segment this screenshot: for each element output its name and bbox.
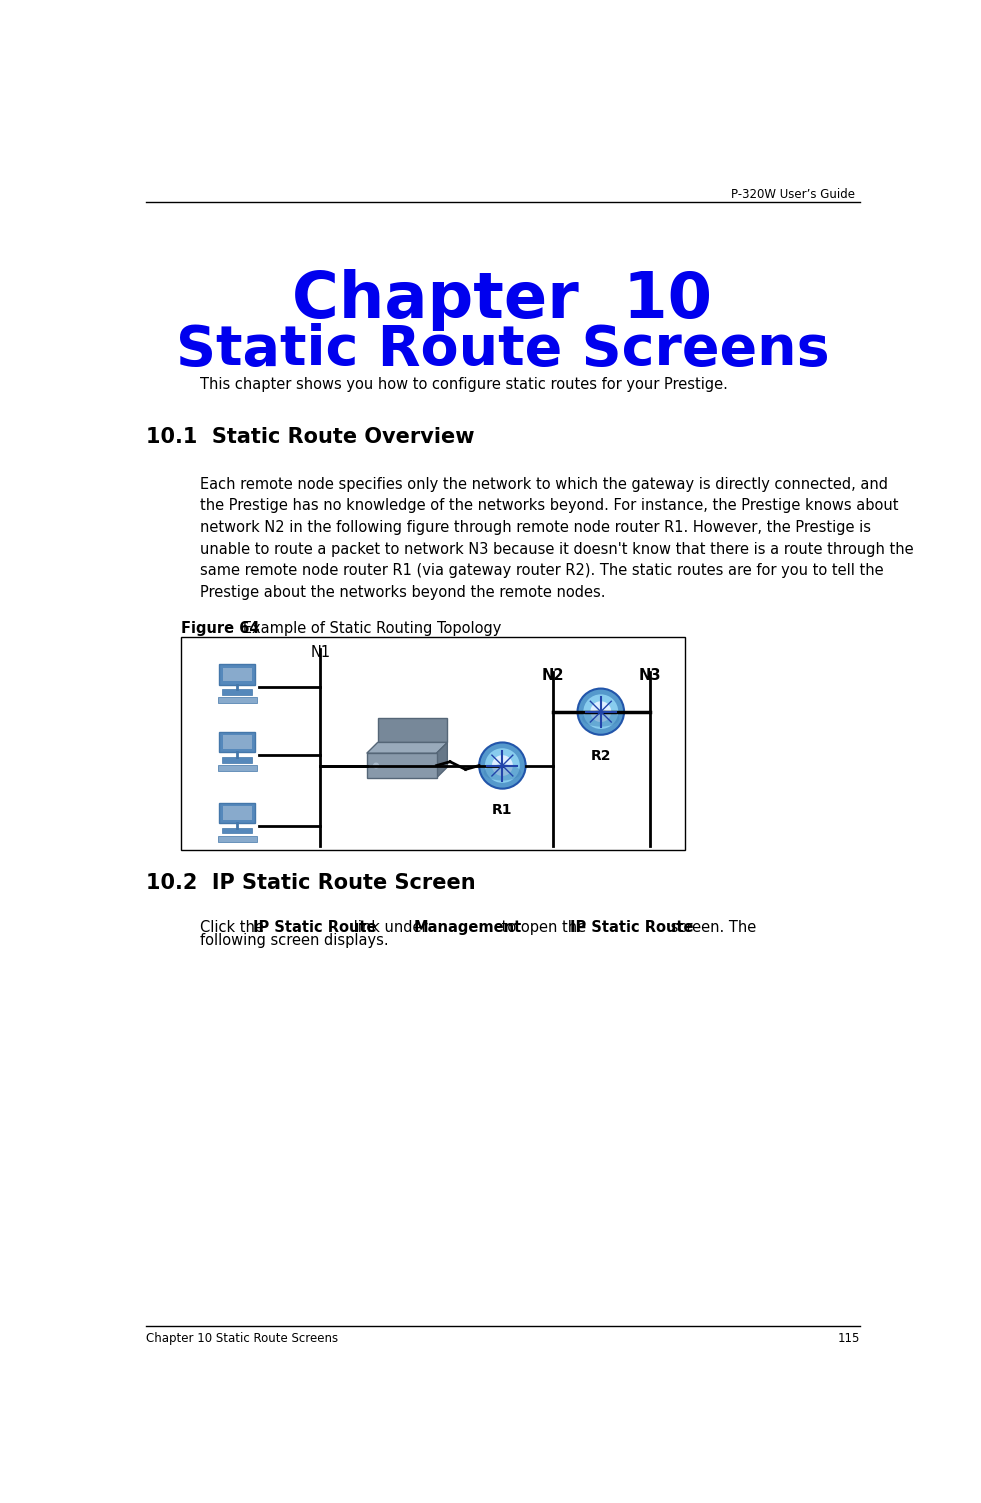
Bar [218, 765, 256, 771]
Bar [223, 806, 252, 819]
Circle shape [578, 688, 624, 735]
Text: link under: link under [349, 920, 433, 935]
Text: R1: R1 [492, 803, 513, 816]
Text: Management: Management [413, 920, 522, 935]
Bar [223, 690, 252, 694]
Text: to open the: to open the [497, 920, 592, 935]
Circle shape [591, 702, 611, 721]
Text: 10.1  Static Route Overview: 10.1 Static Route Overview [146, 427, 475, 446]
Ellipse shape [484, 765, 521, 780]
Text: Click the: Click the [200, 920, 269, 935]
Bar [223, 735, 252, 748]
Bar [218, 697, 256, 703]
Circle shape [491, 755, 513, 776]
Bar [223, 667, 252, 681]
Text: Each remote node specifies only the network to which the gateway is directly con: Each remote node specifies only the netw… [200, 476, 913, 600]
Text: IP Static Route: IP Static Route [570, 920, 694, 935]
Text: N1: N1 [310, 645, 331, 660]
Bar [367, 753, 437, 779]
Bar [223, 828, 252, 834]
Bar [219, 664, 255, 685]
Bar [219, 803, 255, 824]
Text: N2: N2 [542, 667, 564, 682]
Text: This chapter shows you how to configure static routes for your Prestige.: This chapter shows you how to configure … [200, 377, 728, 392]
Text: Chapter 10 Static Route Screens: Chapter 10 Static Route Screens [146, 1332, 338, 1345]
Text: IP Static Route: IP Static Route [253, 920, 377, 935]
Text: screen. The: screen. The [666, 920, 756, 935]
Bar [218, 836, 256, 842]
Text: Chapter  10: Chapter 10 [292, 269, 712, 331]
Bar [219, 732, 255, 753]
Circle shape [479, 742, 526, 789]
Bar [378, 718, 447, 742]
Text: R2: R2 [591, 748, 611, 762]
Text: following screen displays.: following screen displays. [200, 933, 388, 948]
Text: 10.2  IP Static Route Screen: 10.2 IP Static Route Screen [146, 873, 476, 893]
Text: Figure 64: Figure 64 [181, 621, 259, 636]
Circle shape [485, 748, 520, 783]
Text: Static Route Screens: Static Route Screens [176, 323, 829, 377]
Ellipse shape [582, 711, 619, 726]
Polygon shape [437, 742, 447, 779]
Polygon shape [367, 742, 447, 753]
Text: N3: N3 [639, 667, 661, 682]
Circle shape [584, 694, 618, 729]
Text: 115: 115 [837, 1332, 859, 1345]
Text: P-320W User’s Guide: P-320W User’s Guide [731, 188, 855, 201]
Circle shape [374, 764, 379, 768]
Bar [223, 758, 252, 762]
Text: Example of Static Routing Topology: Example of Static Routing Topology [229, 621, 501, 636]
Bar [181, 637, 685, 851]
